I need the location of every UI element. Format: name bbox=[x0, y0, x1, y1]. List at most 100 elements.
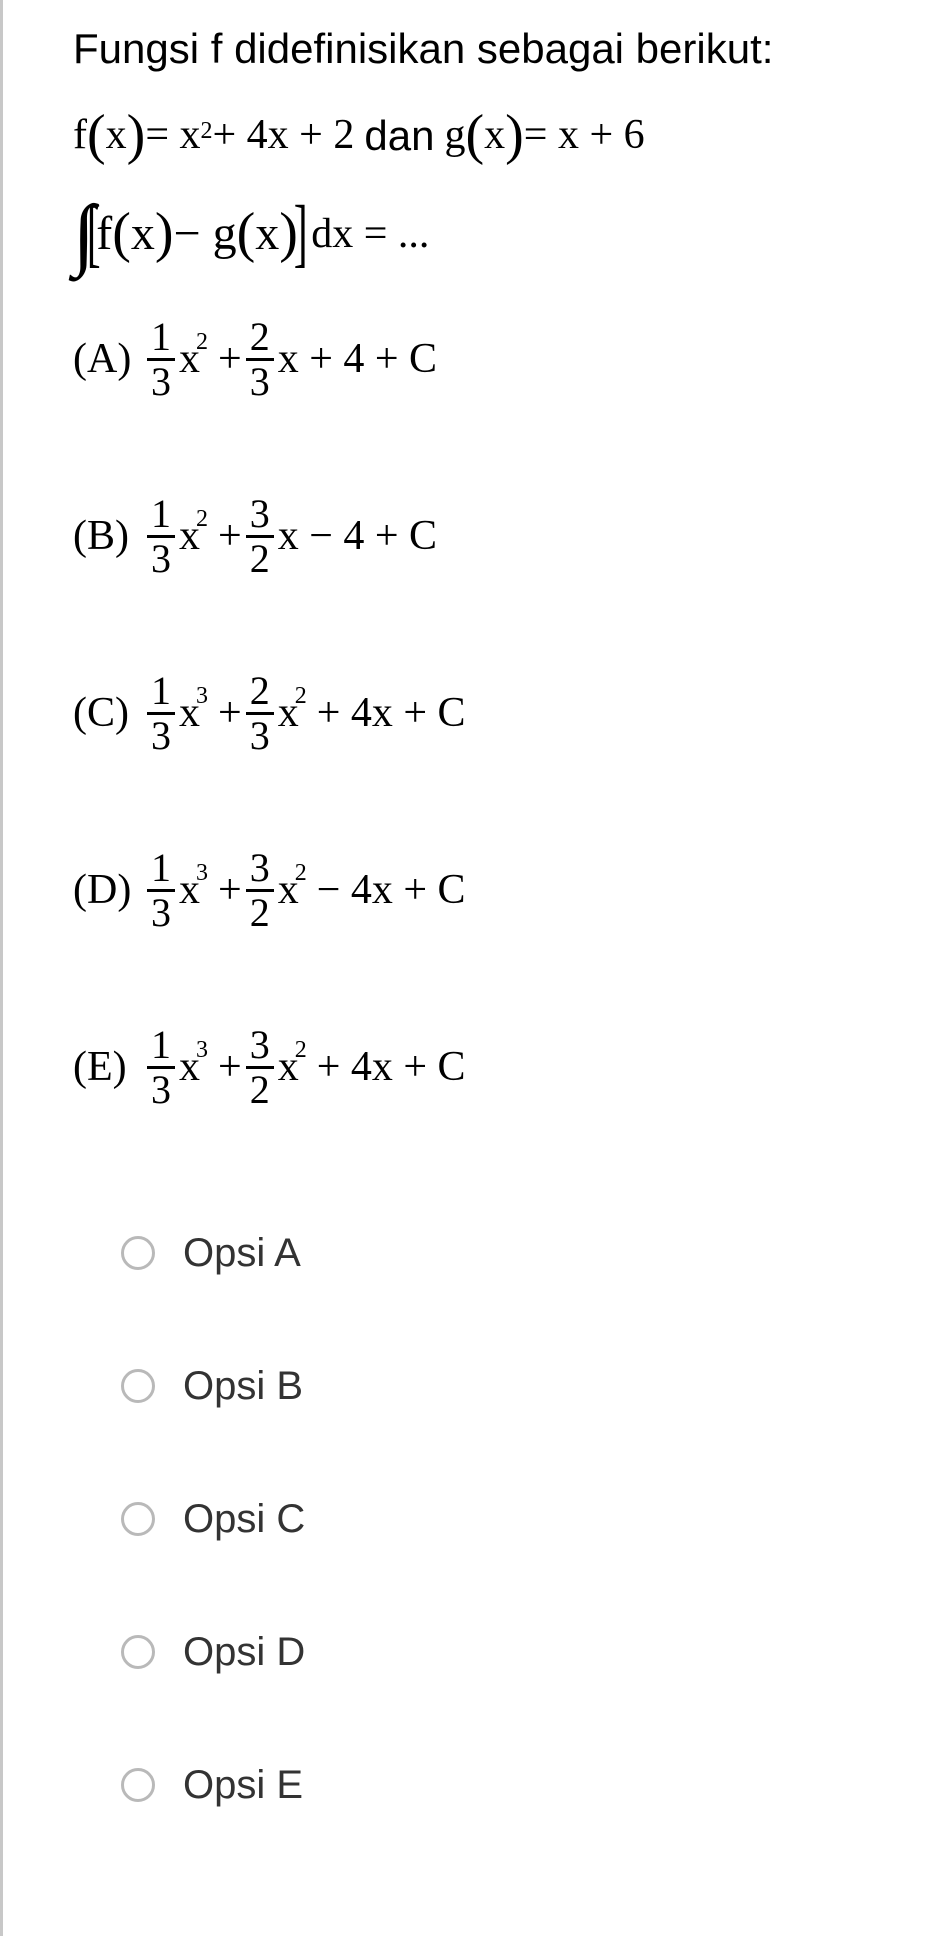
f-name: f bbox=[73, 104, 87, 167]
answer-option: (C)13x3 + 23x2 + 4x + C bbox=[73, 670, 907, 757]
fraction-numerator: 1 bbox=[147, 670, 175, 715]
f-rhs-exponent: 2 bbox=[201, 113, 213, 149]
fraction: 32 bbox=[246, 1024, 274, 1111]
variable-power: x2 bbox=[278, 866, 299, 914]
fraction-denominator: 3 bbox=[246, 715, 274, 757]
power-exponent: 2 bbox=[295, 1037, 307, 1064]
fraction-numerator: 2 bbox=[246, 670, 274, 715]
expression-text: + bbox=[218, 335, 242, 383]
answer-option: (B)13x2 + 32 x − 4 + C bbox=[73, 493, 907, 580]
expression-text: + bbox=[218, 689, 242, 737]
fraction-numerator: 3 bbox=[246, 493, 274, 538]
fraction: 32 bbox=[246, 493, 274, 580]
open-paren: ( bbox=[87, 113, 106, 158]
open-paren: ( bbox=[237, 211, 256, 256]
integral-tail: dx = ... bbox=[311, 210, 429, 258]
power-exponent: 3 bbox=[196, 1037, 208, 1064]
option-expression: 13x3 + 23x2 + 4x + C bbox=[145, 670, 468, 757]
variable-power: x3 bbox=[179, 866, 200, 914]
close-bracket-icon: ] bbox=[294, 211, 308, 257]
radio-option[interactable]: Opsi B bbox=[121, 1364, 907, 1409]
radio-circle-icon[interactable] bbox=[121, 1502, 155, 1536]
fraction-numerator: 1 bbox=[147, 316, 175, 361]
f-variable: x bbox=[106, 104, 127, 167]
integrand-var2: x bbox=[255, 206, 279, 261]
option-label: (B) bbox=[73, 512, 145, 560]
radio-label: Opsi C bbox=[183, 1497, 305, 1542]
fraction-numerator: 1 bbox=[147, 847, 175, 892]
radio-option[interactable]: Opsi E bbox=[121, 1763, 907, 1808]
fraction: 13 bbox=[147, 670, 175, 757]
radio-option[interactable]: Opsi C bbox=[121, 1497, 907, 1542]
open-paren: ( bbox=[465, 113, 484, 158]
radio-label: Opsi D bbox=[183, 1630, 305, 1675]
function-definitions: f ( x ) = x 2 + 4x + 2 dan g ( x ) = x +… bbox=[73, 104, 907, 167]
answer-option: (D)13x3 + 32x2 − 4x + C bbox=[73, 847, 907, 934]
fraction-denominator: 2 bbox=[246, 538, 274, 580]
option-label: (D) bbox=[73, 866, 145, 914]
answer-options: (A)13x2 + 23 x + 4 + C (B)13x2 + 32 x − … bbox=[73, 316, 907, 1111]
radio-label: Opsi E bbox=[183, 1763, 303, 1808]
radio-label: Opsi A bbox=[183, 1231, 301, 1276]
expression-text: x + 4 + C bbox=[278, 335, 437, 383]
fraction: 13 bbox=[147, 1024, 175, 1111]
open-bracket-icon: [ bbox=[87, 211, 101, 257]
option-expression: 13x3 + 32x2 + 4x + C bbox=[145, 1024, 468, 1111]
power-exponent: 2 bbox=[196, 506, 208, 533]
f-rhs-pre: = x bbox=[145, 104, 200, 167]
fraction: 13 bbox=[147, 847, 175, 934]
radio-option[interactable]: Opsi D bbox=[121, 1630, 907, 1675]
power-exponent: 3 bbox=[196, 860, 208, 887]
fraction-numerator: 1 bbox=[147, 1024, 175, 1069]
integrand-minus-g: − g bbox=[174, 206, 237, 261]
radio-circle-icon[interactable] bbox=[121, 1635, 155, 1669]
radio-option[interactable]: Opsi A bbox=[121, 1231, 907, 1276]
close-paren: ) bbox=[155, 211, 174, 256]
fraction-numerator: 2 bbox=[246, 316, 274, 361]
expression-text: + bbox=[218, 866, 242, 914]
fraction-denominator: 3 bbox=[147, 1069, 175, 1111]
expression-text: − 4x + C bbox=[317, 866, 466, 914]
expression-text: + 4x + C bbox=[317, 689, 466, 737]
variable-power: x3 bbox=[179, 1043, 200, 1091]
close-paren: ) bbox=[127, 113, 146, 158]
fraction-denominator: 3 bbox=[147, 538, 175, 580]
integral-expression: ∫ [ f ( x ) − g ( x ) ] dx = ... bbox=[73, 202, 907, 266]
variable-power: x2 bbox=[179, 335, 200, 383]
power-exponent: 2 bbox=[295, 860, 307, 887]
variable-power: x2 bbox=[179, 512, 200, 560]
connector-word: dan bbox=[364, 104, 434, 167]
fraction-denominator: 3 bbox=[147, 361, 175, 403]
integrand-var1: x bbox=[131, 206, 155, 261]
f-rhs-post: + 4x + 2 bbox=[213, 104, 355, 167]
option-expression: 13x2 + 23 x + 4 + C bbox=[145, 316, 439, 403]
power-exponent: 2 bbox=[295, 683, 307, 710]
answer-option: (A)13x2 + 23 x + 4 + C bbox=[73, 316, 907, 403]
variable-power: x2 bbox=[278, 689, 299, 737]
fraction-denominator: 2 bbox=[246, 892, 274, 934]
open-paren: ( bbox=[112, 211, 131, 256]
option-expression: 13x2 + 32 x − 4 + C bbox=[145, 493, 439, 580]
fraction-numerator: 3 bbox=[246, 1024, 274, 1069]
fraction-numerator: 3 bbox=[246, 847, 274, 892]
radio-group: Opsi A Opsi B Opsi C Opsi D Opsi E bbox=[73, 1231, 907, 1808]
radio-circle-icon[interactable] bbox=[121, 1369, 155, 1403]
radio-circle-icon[interactable] bbox=[121, 1768, 155, 1802]
fraction: 13 bbox=[147, 316, 175, 403]
fraction-denominator: 3 bbox=[147, 715, 175, 757]
g-variable: x bbox=[484, 104, 505, 167]
question-prompt: Fungsi f didefinisikan sebagai berikut: bbox=[73, 20, 907, 79]
fraction: 13 bbox=[147, 493, 175, 580]
variable-power: x3 bbox=[179, 689, 200, 737]
option-label: (E) bbox=[73, 1043, 145, 1091]
variable-power: x2 bbox=[278, 1043, 299, 1091]
fraction-denominator: 3 bbox=[147, 892, 175, 934]
option-label: (C) bbox=[73, 689, 145, 737]
g-rhs: = x + 6 bbox=[524, 104, 645, 167]
fraction-numerator: 1 bbox=[147, 493, 175, 538]
fraction: 23 bbox=[246, 670, 274, 757]
fraction-denominator: 3 bbox=[246, 361, 274, 403]
radio-circle-icon[interactable] bbox=[121, 1236, 155, 1270]
expression-text: + bbox=[218, 512, 242, 560]
option-label: (A) bbox=[73, 335, 145, 383]
